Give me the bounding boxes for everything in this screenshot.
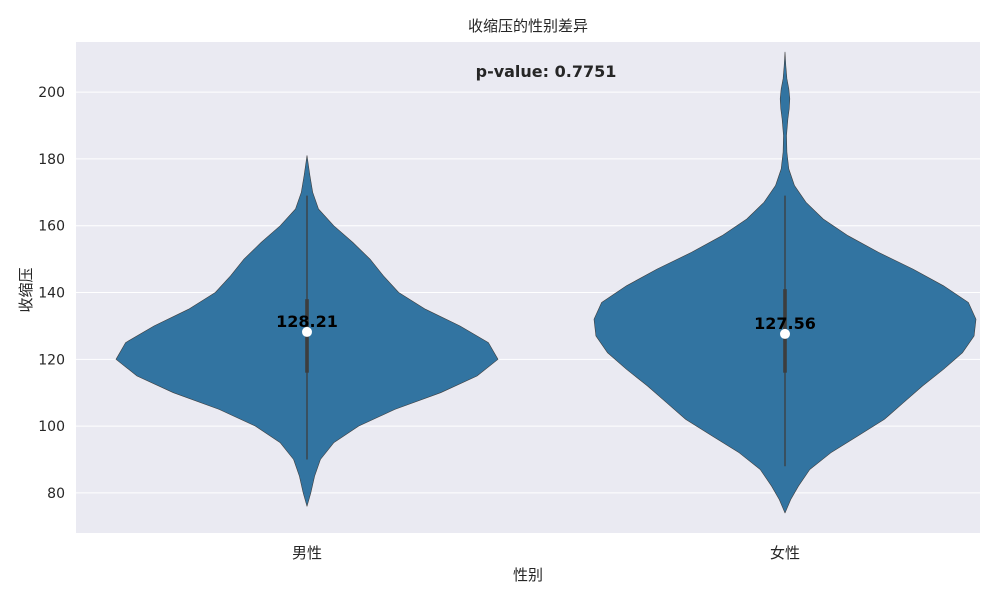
y-tick-label: 160 bbox=[38, 219, 65, 235]
x-tick-label: 女性 bbox=[770, 544, 800, 562]
y-tick-label: 200 bbox=[38, 85, 65, 101]
y-axis-title: 收缩压 bbox=[17, 267, 35, 312]
y-tick-label: 140 bbox=[38, 286, 65, 302]
y-axis-ticks: 80 100 120 140 160 180 200 bbox=[38, 85, 65, 502]
mean-value-label: 127.56 bbox=[754, 314, 816, 333]
y-tick-label: 100 bbox=[38, 419, 65, 435]
y-tick-label: 180 bbox=[38, 152, 65, 168]
violin-median-dot bbox=[780, 328, 790, 339]
violin-median-dot bbox=[302, 326, 312, 337]
mean-value-label: 128.21 bbox=[276, 312, 338, 331]
x-axis-ticks: 男性 女性 bbox=[292, 544, 800, 562]
y-tick-label: 120 bbox=[38, 352, 65, 368]
x-axis-title: 性别 bbox=[513, 566, 543, 584]
violin-group: 127.56 bbox=[593, 51, 977, 514]
violin-group: 128.21 bbox=[115, 155, 499, 507]
violins: 128.21 127.56 bbox=[115, 51, 977, 514]
x-tick-label: 男性 bbox=[292, 544, 322, 562]
y-tick-label: 80 bbox=[47, 486, 65, 502]
chart-title: 收缩压的性别差异 bbox=[468, 17, 588, 35]
p-value-annotation: p-value: 0.7751 bbox=[476, 62, 617, 81]
